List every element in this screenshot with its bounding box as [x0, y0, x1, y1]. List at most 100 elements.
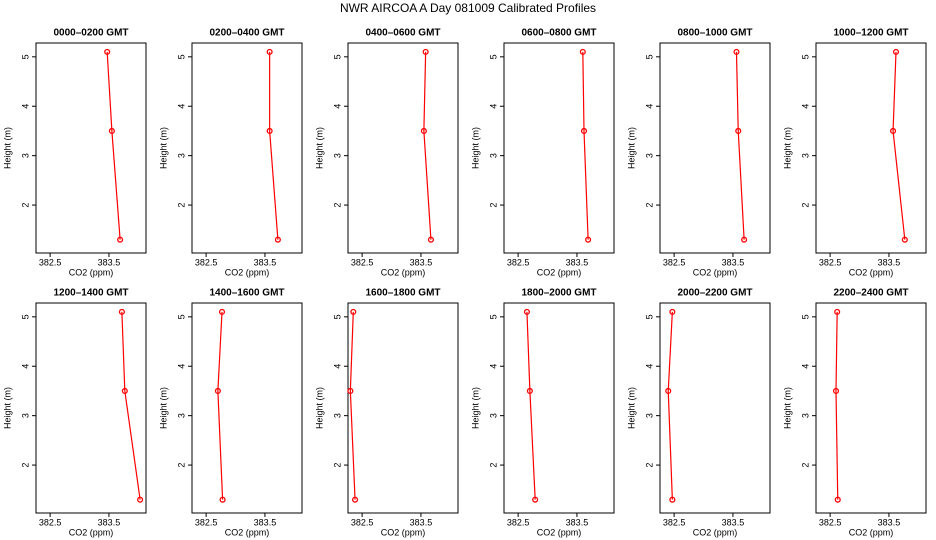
x-tick-label: 383.5: [254, 257, 277, 267]
panel-title: 0800–1000 GMT: [677, 28, 752, 39]
profile-line: [269, 51, 279, 240]
panel: 0000–0200 GMT CO2 (ppm) Height (m) 382.5 383…: [2, 28, 147, 277]
y-tick-label: 5: [800, 314, 810, 319]
panel: 1200–1400 GMT CO2 (ppm) Height (m) 382.5 383…: [2, 288, 147, 537]
y-tick-label: 2: [176, 463, 186, 468]
y-tick-label: 2: [20, 203, 30, 208]
y-axis-label: Height (m): [314, 387, 324, 429]
y-tick-label: 4: [176, 364, 186, 369]
x-tick-label: 382.5: [351, 517, 374, 527]
profile-line: [423, 51, 432, 240]
panel-title: 0600–0800 GMT: [521, 28, 596, 39]
x-tick-label: 382.5: [195, 257, 218, 267]
data-point: [741, 236, 748, 243]
panel: 1800–2000 GMT CO2 (ppm) Height (m) 382.5 383…: [470, 288, 615, 537]
y-tick-label: 3: [488, 413, 498, 418]
x-tick-label: 383.5: [98, 517, 121, 527]
x-tick-label: 382.5: [351, 257, 374, 267]
plot-frame: [35, 302, 147, 514]
y-tick-label: 2: [488, 463, 498, 468]
y-tick-label: 2: [644, 203, 654, 208]
data-point: [219, 496, 226, 503]
y-axis-label: Height (m): [314, 127, 324, 169]
data-point: [422, 48, 429, 55]
y-tick-label: 2: [644, 463, 654, 468]
x-tick-label: 383.5: [878, 517, 901, 527]
data-point: [121, 387, 128, 395]
data-point: [832, 387, 840, 395]
plot-frame: [659, 302, 771, 514]
plot-frame: [191, 42, 303, 254]
y-tick-label: 4: [332, 364, 342, 369]
y-tick-label: 5: [332, 54, 342, 59]
x-tick-label: 383.5: [98, 257, 121, 267]
data-point: [669, 308, 676, 315]
y-tick-label: 4: [644, 104, 654, 109]
data-point: [347, 387, 354, 395]
profile-line: [835, 311, 839, 500]
x-axis-label: CO2 (ppm): [693, 527, 738, 537]
data-point: [137, 496, 144, 503]
panel: 0600–0800 GMT CO2 (ppm) Height (m) 382.5 383…: [470, 28, 615, 277]
y-tick-label: 4: [332, 104, 342, 109]
y-tick-label: 3: [20, 413, 30, 418]
panel-title: 1400–1600 GMT: [209, 288, 284, 299]
profile-line: [217, 311, 224, 500]
panel: 0800–1000 GMT CO2 (ppm) Height (m) 382.5 383…: [626, 28, 771, 277]
x-tick-label: 383.5: [722, 257, 745, 267]
panel-title: 1600–1800 GMT: [365, 288, 440, 299]
y-tick-label: 5: [800, 54, 810, 59]
x-tick-label: 383.5: [566, 257, 589, 267]
x-tick-label: 382.5: [507, 517, 530, 527]
x-axis-label: CO2 (ppm): [693, 267, 738, 277]
y-tick-label: 4: [20, 104, 30, 109]
plot-frame: [347, 302, 459, 514]
y-tick-label: 4: [800, 364, 810, 369]
y-tick-label: 3: [332, 413, 342, 418]
panel-title: 1200–1400 GMT: [53, 288, 128, 299]
y-tick-label: 3: [176, 153, 186, 158]
plot-frame: [347, 42, 459, 254]
x-tick-label: 382.5: [39, 517, 62, 527]
x-axis-label: CO2 (ppm): [849, 267, 894, 277]
y-tick-label: 4: [800, 104, 810, 109]
y-tick-label: 2: [332, 203, 342, 208]
data-point: [733, 48, 740, 55]
x-axis-label: CO2 (ppm): [537, 527, 582, 537]
x-tick-label: 382.5: [663, 517, 686, 527]
x-tick-label: 382.5: [39, 257, 62, 267]
data-point: [669, 496, 676, 503]
panel-title: 1000–1200 GMT: [833, 28, 908, 39]
data-point: [665, 387, 672, 395]
x-axis-label: CO2 (ppm): [225, 527, 270, 537]
data-point: [214, 387, 221, 395]
x-axis-label: CO2 (ppm): [225, 267, 270, 277]
data-point: [104, 48, 111, 55]
y-tick-label: 3: [332, 153, 342, 158]
panel: 1000–1200 GMT CO2 (ppm) Height (m) 382.5 383…: [782, 28, 927, 277]
y-tick-label: 2: [20, 463, 30, 468]
profile-line: [349, 311, 356, 500]
data-point: [532, 496, 539, 503]
x-axis-label: CO2 (ppm): [69, 267, 114, 277]
y-axis-label: Height (m): [2, 127, 12, 169]
y-axis-label: Height (m): [158, 127, 168, 169]
y-tick-label: 4: [20, 364, 30, 369]
x-axis-label: CO2 (ppm): [69, 527, 114, 537]
y-tick-label: 2: [332, 463, 342, 468]
y-tick-label: 5: [332, 314, 342, 319]
data-point: [579, 48, 586, 55]
x-tick-label: 383.5: [254, 517, 277, 527]
x-tick-label: 383.5: [410, 517, 433, 527]
data-point: [420, 127, 427, 135]
y-tick-label: 2: [488, 203, 498, 208]
y-axis-label: Height (m): [782, 127, 792, 169]
data-point: [892, 48, 900, 55]
data-point: [834, 496, 841, 503]
x-tick-label: 382.5: [195, 517, 218, 527]
x-tick-label: 382.5: [819, 517, 842, 527]
y-axis-label: Height (m): [158, 387, 168, 429]
data-point: [266, 48, 273, 55]
y-tick-label: 2: [176, 203, 186, 208]
data-point: [523, 308, 530, 315]
